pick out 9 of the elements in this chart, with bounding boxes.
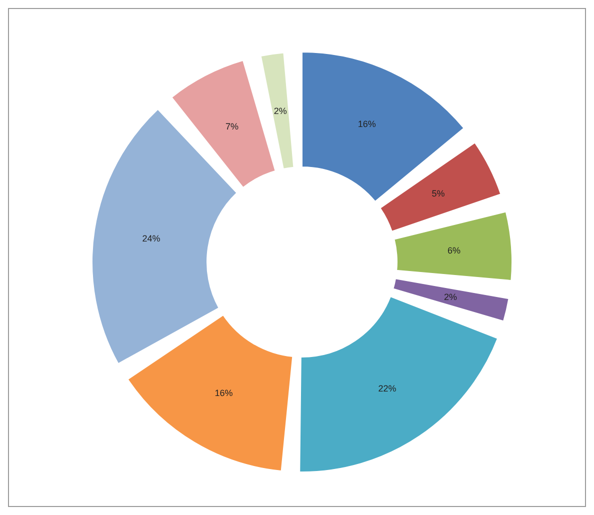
data-label: 5% bbox=[432, 188, 445, 198]
data-label: 22% bbox=[378, 383, 396, 394]
data-label: 16% bbox=[358, 119, 376, 130]
data-label: 2% bbox=[444, 292, 457, 302]
data-label: 16% bbox=[214, 388, 233, 398]
data-label: 2% bbox=[274, 106, 287, 116]
data-label: 24% bbox=[142, 234, 160, 244]
data-label: 7% bbox=[225, 122, 239, 132]
data-label: 6% bbox=[448, 245, 461, 256]
